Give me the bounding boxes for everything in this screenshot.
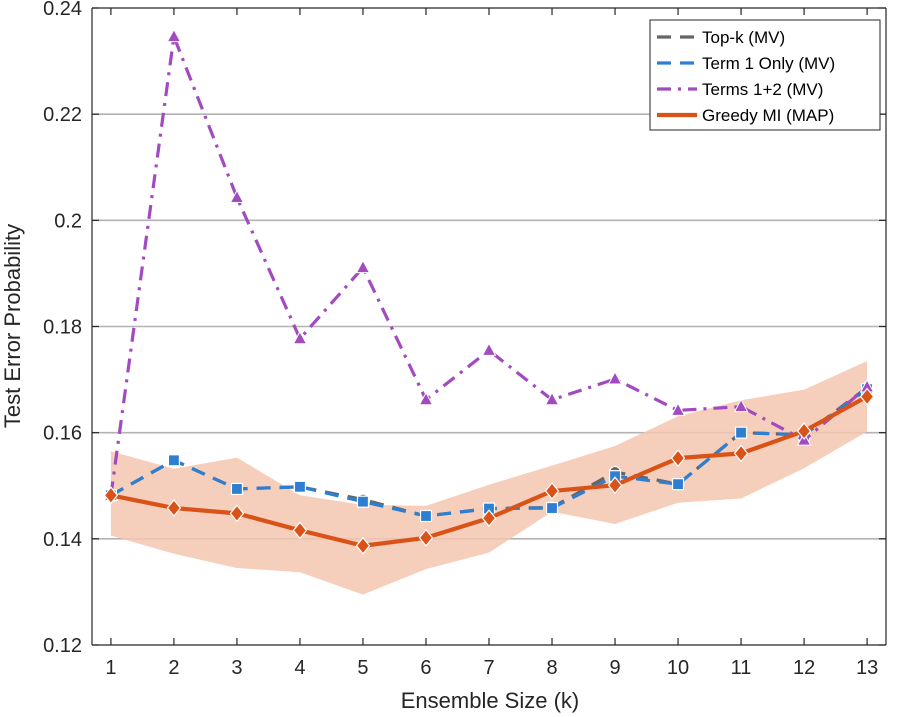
x-axis-title: Ensemble Size (k)	[401, 688, 580, 713]
data-point-triangle	[355, 259, 371, 274]
x-tick-label: 1	[105, 657, 116, 679]
legend-label-top-k-mv: Top-k (MV)	[702, 28, 785, 47]
data-point-diamond	[103, 486, 119, 505]
y-tick-label: 0.18	[43, 317, 82, 339]
data-point-square	[671, 478, 685, 491]
data-point-square	[356, 495, 370, 508]
x-tick-label: 2	[168, 657, 179, 679]
axes	[91, 7, 887, 646]
data-point-triangle	[481, 342, 497, 356]
data-point-diamond	[292, 521, 308, 540]
y-tick-label: 0.24	[43, 0, 82, 20]
y-axis-title: Test Error Probability	[0, 224, 25, 428]
data-point-diamond	[229, 504, 245, 523]
data-point-square	[419, 509, 433, 523]
y-tick-label: 0.2	[54, 210, 82, 232]
x-tick-label: 8	[546, 657, 557, 679]
data-point-triangle	[607, 371, 623, 385]
data-point-diamond	[418, 528, 434, 547]
data-point-square	[545, 501, 559, 515]
x-tick-label: 10	[667, 657, 689, 679]
data-point-diamond	[796, 422, 812, 441]
x-tick-label: 13	[856, 657, 878, 679]
y-tick-label: 0.12	[43, 635, 82, 657]
y-tick-label: 0.22	[43, 104, 82, 126]
data-point-square	[734, 426, 748, 439]
x-tick-label: 5	[357, 657, 368, 679]
x-tick-label: 12	[793, 657, 815, 679]
data-point-diamond	[166, 499, 182, 517]
data-point-diamond	[481, 509, 497, 528]
data-point-diamond	[733, 444, 749, 463]
confidence-band-layer	[110, 361, 868, 595]
data-point-diamond	[607, 476, 623, 495]
y-tick-label: 0.14	[43, 529, 82, 551]
series-layer	[103, 28, 875, 555]
data-point-square	[293, 480, 307, 493]
legend: Top-k (MV) Term 1 Only (MV) Terms 1+2 (MV)…	[649, 19, 881, 131]
data-point-triangle	[292, 330, 308, 345]
legend-label-terms-1-2-mv: Terms 1+2 (MV)	[702, 80, 823, 99]
x-tick-label: 7	[483, 657, 494, 679]
y-tick-label: 0.16	[43, 423, 82, 445]
x-tick-label: 6	[420, 657, 431, 679]
data-point-diamond	[544, 482, 560, 501]
data-point-diamond	[355, 536, 371, 555]
data-point-triangle	[166, 28, 182, 43]
data-point-diamond	[859, 387, 875, 406]
x-tick-label: 4	[294, 657, 305, 679]
x-tick-label: 3	[231, 657, 242, 679]
x-tick-label: 9	[609, 657, 620, 679]
data-point-square	[230, 482, 244, 496]
tick-labels: 0.120.140.160.180.20.220.241 2 3 4 5 6 7 8 9 10 11…	[43, 0, 878, 679]
series-greedy-mi-map	[103, 387, 875, 555]
legend-label-term-1-only-mv: Term 1 Only (MV)	[702, 54, 835, 73]
data-point-triangle	[229, 189, 245, 204]
data-point-triangle	[733, 398, 749, 413]
legend-label-greedy-mi-map: Greedy MI (MAP)	[702, 106, 834, 125]
data-point-triangle	[418, 391, 434, 406]
x-tick-label: 11	[731, 657, 752, 679]
data-point-square	[167, 454, 181, 467]
confidence-band	[110, 361, 868, 595]
data-point-triangle	[544, 391, 560, 406]
data-point-triangle	[670, 402, 686, 416]
data-point-diamond	[670, 449, 686, 468]
